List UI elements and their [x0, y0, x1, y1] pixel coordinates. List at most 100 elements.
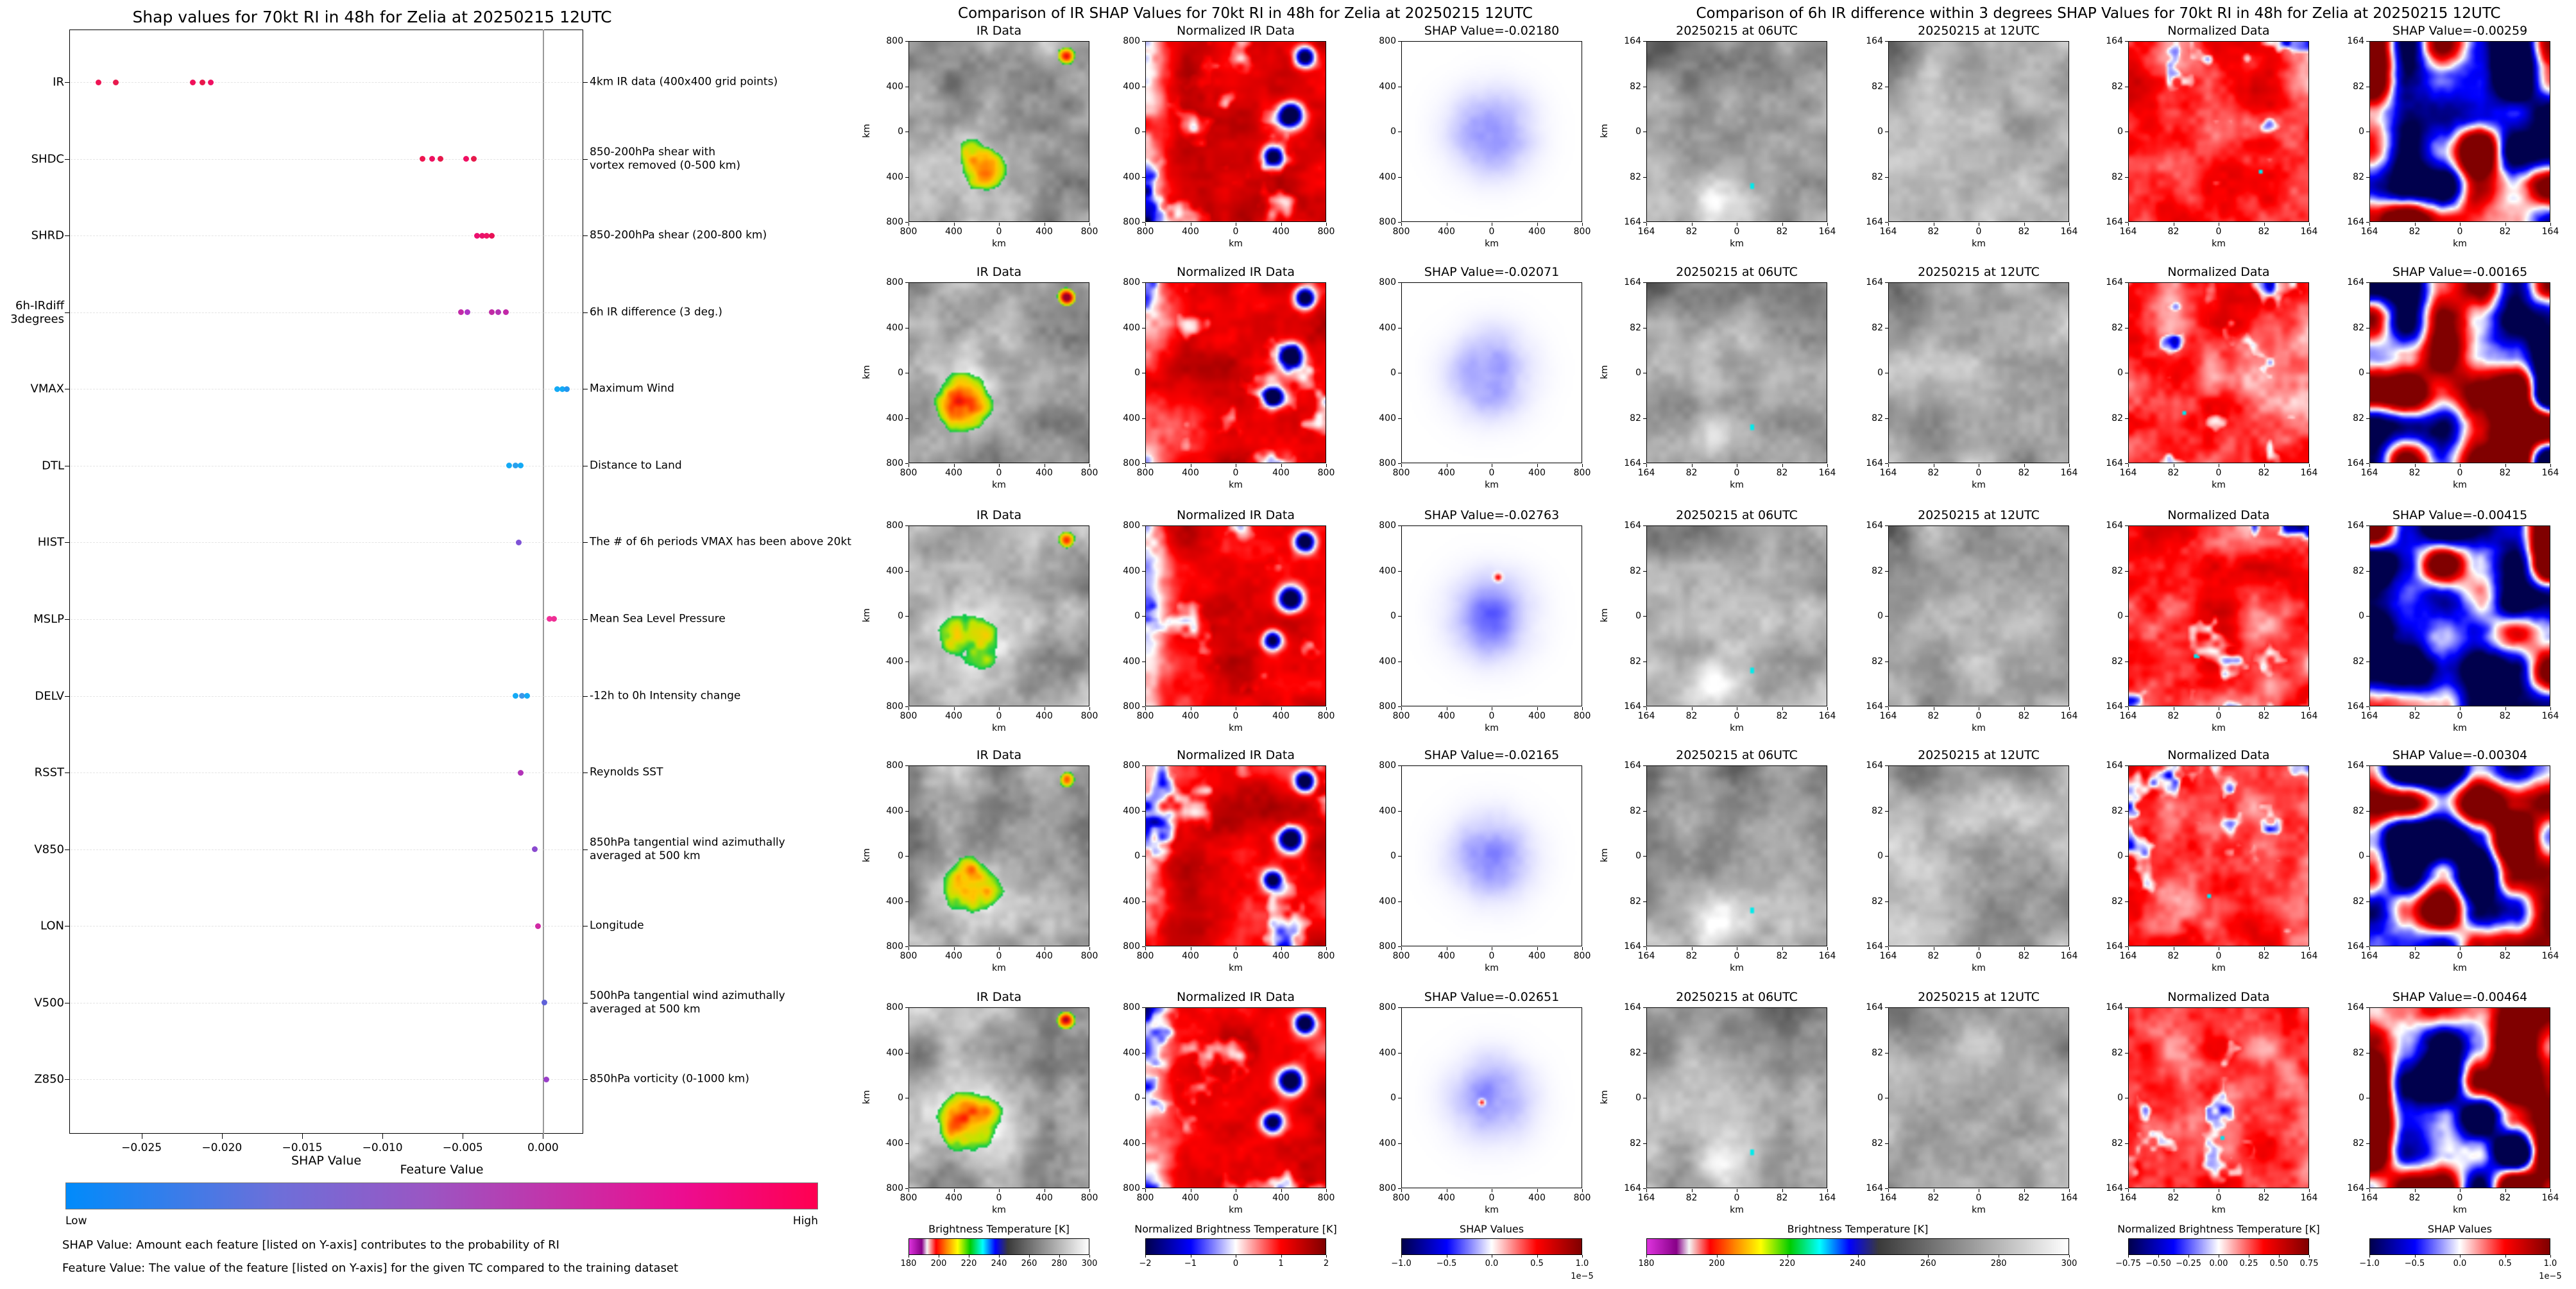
y-axis-tick-label: 400 — [1123, 171, 1140, 182]
y-axis-tick-label: 800 — [1379, 1183, 1396, 1193]
colorbar-tick-label: −1 — [1184, 1259, 1197, 1268]
x-axis-tick-mark — [2128, 223, 2129, 226]
y-axis-tick-label: 400 — [886, 896, 903, 907]
x-axis-tick-label: 0 — [2215, 1193, 2222, 1203]
x-tick-mark — [221, 1134, 223, 1139]
y-axis-tick-mark — [1398, 901, 1401, 902]
y-axis-tick-label: 800 — [886, 941, 903, 952]
y-axis-tick-label: 164 — [1624, 701, 1641, 712]
y-axis-tick-label: 0 — [1390, 851, 1396, 861]
shap-dot — [516, 539, 522, 545]
y-axis-tick-label: 0 — [2117, 126, 2123, 137]
y-tick-mark — [65, 158, 69, 160]
x-axis-tick-label: 82 — [1685, 711, 1698, 721]
y-axis-unit-label: km — [1599, 608, 1610, 622]
x-axis-tick-label: 800 — [1080, 1193, 1098, 1203]
feature-annotation: Reynolds SST — [590, 765, 663, 779]
x-axis-tick-mark — [1782, 223, 1783, 226]
x-axis-tick-label: 400 — [1182, 226, 1199, 237]
ir-panel-title: Normalized IR Data — [1177, 265, 1295, 279]
x-axis-tick-label: 800 — [1317, 711, 1335, 721]
x-axis-unit-label: km — [2453, 963, 2467, 973]
x-axis-tick-label: 164 — [1818, 226, 1836, 237]
irdiff-panel-title: 20250215 at 06UTC — [1676, 990, 1798, 1004]
y-axis-tick-label: 800 — [1123, 760, 1140, 771]
x-axis-tick-mark — [1326, 1189, 1327, 1192]
shap-dot — [503, 309, 509, 316]
x-axis-tick-label: 82 — [1927, 711, 1940, 721]
x-axis-unit-label: km — [1972, 239, 1986, 249]
y-axis-tick-mark — [1398, 810, 1401, 812]
x-axis-tick-label: 82 — [2018, 711, 2030, 721]
colorbar-tick-label: 260 — [1021, 1259, 1037, 1268]
x-axis-tick-mark — [1401, 223, 1402, 226]
x-axis-tick-mark — [2460, 1189, 2461, 1192]
x-axis-tick-mark — [1401, 464, 1402, 467]
y-axis-tick-mark — [1142, 810, 1145, 812]
ir-panel-title: SHAP Value=-0.02165 — [1424, 748, 1560, 762]
colorbar-tick-label: 180 — [900, 1259, 917, 1268]
x-axis-tick-label: 82 — [1927, 951, 1940, 961]
y-axis-tick-label: 82 — [2353, 413, 2364, 423]
feature-annotation: 850-200hPa shear (200-800 km) — [590, 228, 767, 242]
x-axis-tick-mark — [1145, 707, 1146, 710]
x-axis-unit-label: km — [2212, 1205, 2226, 1215]
y-axis-tick-label: 800 — [1123, 36, 1140, 46]
y-axis-tick-label: 82 — [1630, 565, 1641, 576]
x-axis-tick-label: 400 — [945, 468, 962, 478]
feature-annotation: 500hPa tangential wind azimuthally avera… — [590, 989, 785, 1016]
y-axis-tick-label: 400 — [1379, 896, 1396, 907]
x-axis-tick-mark — [2309, 1189, 2310, 1192]
shap-dot — [95, 79, 101, 85]
x-axis-tick-mark — [1646, 947, 1647, 950]
x-axis-tick-mark — [1326, 707, 1327, 710]
y-axis-tick-mark — [1643, 1188, 1646, 1189]
shap-dot — [420, 156, 426, 162]
y-axis-tick-label: 0 — [1635, 611, 1641, 621]
y-axis-tick-mark — [1643, 282, 1646, 283]
y-axis-tick-mark — [1142, 856, 1145, 857]
x-axis-tick-mark — [2505, 947, 2506, 950]
y-axis-tick-label: 0 — [898, 611, 903, 621]
x-axis-tick-mark — [1782, 707, 1783, 710]
x-axis-tick-mark — [1089, 464, 1090, 467]
y-axis-tick-mark — [2125, 41, 2128, 42]
x-axis-tick-label: 0 — [1975, 468, 1982, 478]
x-axis-tick-mark — [1582, 223, 1583, 226]
y-axis-tick-mark — [2125, 1052, 2128, 1054]
colorbar-tick-label: −0.25 — [2176, 1259, 2201, 1268]
y-axis-tick-label: 0 — [898, 1093, 903, 1103]
x-axis-tick-label: 82 — [2018, 1193, 2030, 1203]
x-axis-tick-label: 164 — [2541, 1193, 2559, 1203]
y-axis-tick-label: 400 — [886, 805, 903, 816]
x-axis-tick-label: 800 — [1392, 951, 1410, 961]
x-axis-tick-mark — [1537, 707, 1538, 710]
x-axis-tick-label: 400 — [1272, 711, 1290, 721]
feature-annotation: 850hPa vorticity (0-1000 km) — [590, 1072, 749, 1086]
colorbar-bar — [908, 1238, 1089, 1255]
irdiff-panel-r4c4 — [2369, 765, 2550, 946]
ir-panel-title: Normalized IR Data — [1177, 24, 1295, 38]
y-axis-tick-label: 400 — [886, 565, 903, 576]
colorbar-tick-mark — [1089, 1255, 1090, 1258]
colorbar-tick-mark — [2128, 1255, 2129, 1258]
irdiff-panel-title: SHAP Value=-0.00415 — [2392, 508, 2528, 522]
y-axis-tick-label: 164 — [1866, 701, 1883, 712]
x-axis-unit-label: km — [1730, 963, 1744, 973]
colorbar-tick-mark — [1401, 1255, 1402, 1258]
feature-label: VMAX — [30, 382, 65, 396]
x-axis-tick-label: 82 — [2409, 1193, 2421, 1203]
y-axis-tick-mark — [1398, 176, 1401, 178]
y-axis-tick-mark — [2125, 418, 2128, 419]
y-axis-tick-label: 0 — [1390, 1093, 1396, 1103]
y-axis-tick-mark — [1643, 222, 1646, 223]
irdiff-panel-r2c1 — [1646, 282, 1827, 463]
y-axis-unit-label: km — [1599, 848, 1610, 862]
y-axis-tick-label: 164 — [1866, 36, 1883, 46]
y-axis-tick-label: 0 — [1134, 1093, 1140, 1103]
y-axis-tick-label: 0 — [2358, 368, 2364, 378]
x-axis-tick-label: 164 — [2541, 468, 2559, 478]
x-axis-tick-label: 800 — [1136, 226, 1154, 237]
colorbar-tick-mark — [1326, 1255, 1327, 1258]
feature-annotation: Maximum Wind — [590, 382, 674, 395]
